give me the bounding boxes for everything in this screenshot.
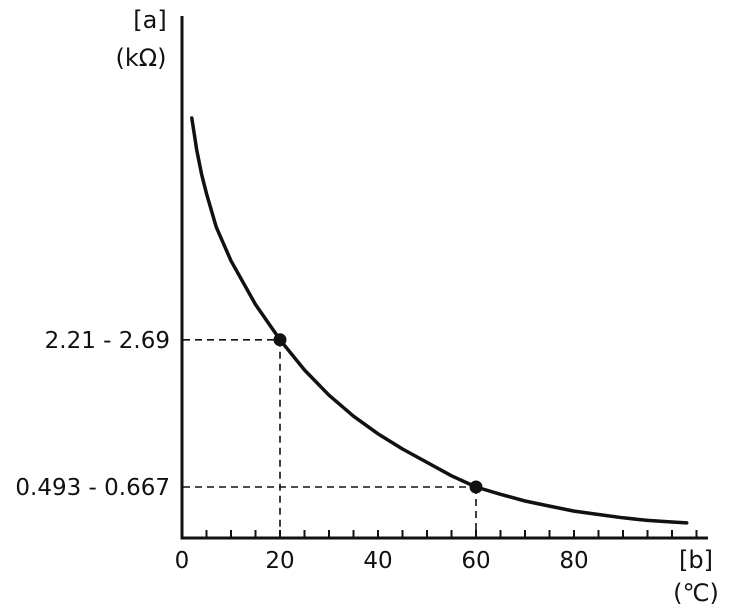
x-axis-tick-label: 40 — [363, 548, 392, 574]
x-axis-tick-label: 80 — [559, 548, 588, 574]
x-axis-tick-label: 20 — [265, 548, 294, 574]
x-axis-tick-label: 0 — [175, 548, 190, 574]
guide-lines — [183, 338, 477, 537]
data-points — [273, 333, 483, 494]
x-axis-ticks — [181, 530, 698, 538]
x-axis-name-label: [b] — [679, 546, 713, 574]
y-axis-unit-label: (kΩ) — [116, 44, 167, 72]
resistance-curve — [190, 116, 689, 525]
data-point — [273, 333, 287, 347]
data-point — [469, 480, 483, 494]
x-axis-tick-label: 60 — [461, 548, 490, 574]
y-axis-name-label: [a] — [133, 6, 166, 34]
y-value-label: 0.493 - 0.667 — [15, 475, 170, 501]
x-axis-tick-labels: 0 20 40 60 80 — [175, 548, 589, 574]
x-axis-unit-label: (℃) — [673, 579, 719, 607]
y-value-labels: 2.21 - 2.69 0.493 - 0.667 — [15, 328, 170, 501]
y-value-label: 2.21 - 2.69 — [45, 328, 170, 354]
